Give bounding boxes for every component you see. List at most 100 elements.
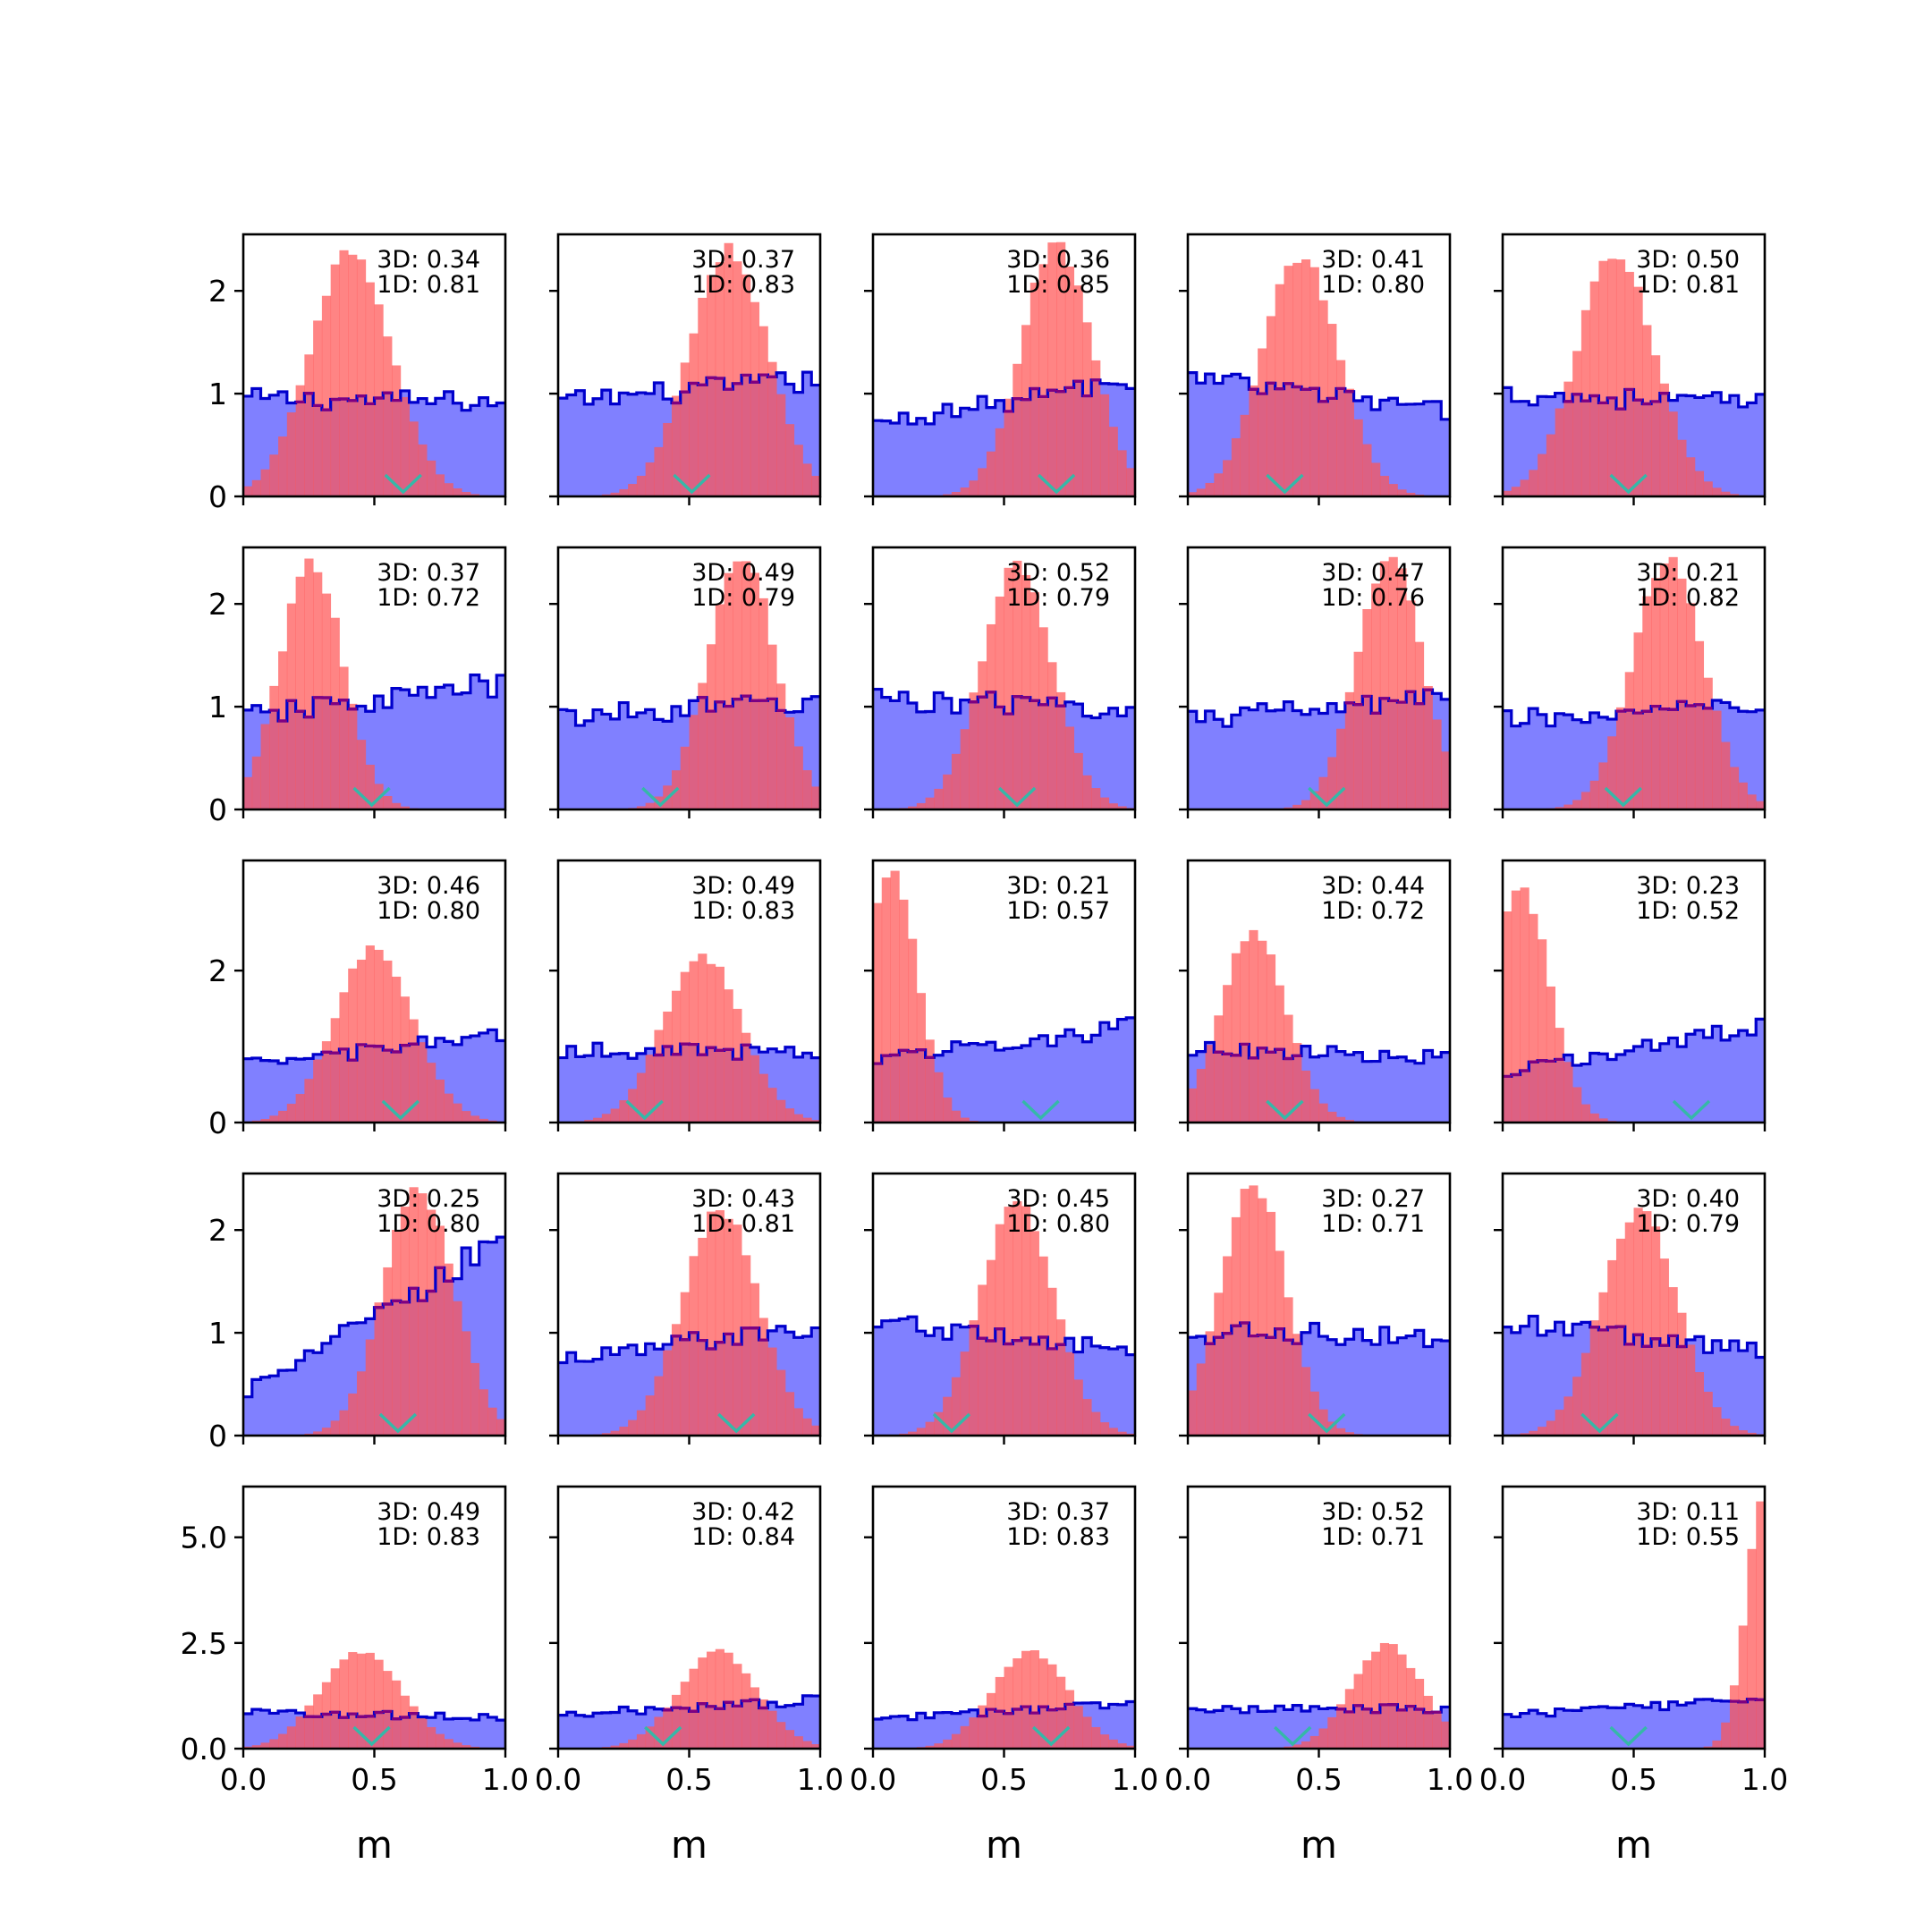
panel-plot-area [558, 1210, 820, 1436]
posterior-bar [1546, 434, 1555, 496]
uniform-bar [435, 687, 445, 809]
uniform-bar [1108, 1349, 1118, 1436]
panel-plot-area [243, 945, 505, 1123]
posterior-bar [1729, 767, 1740, 809]
uniform-bar [593, 1359, 603, 1436]
uniform-bar [1529, 1710, 1538, 1749]
annotation-3d: 3D: 0.40 [1636, 1185, 1740, 1213]
posterior-bar [663, 1011, 673, 1123]
posterior-bar [1038, 1658, 1048, 1749]
panel-plot-area [558, 242, 820, 496]
posterior-bar [365, 282, 375, 496]
uniform-bar [1503, 1326, 1513, 1436]
uniform-bar [802, 699, 812, 809]
posterior-bar [943, 1396, 953, 1436]
uniform-bar [628, 716, 638, 809]
uniform-bar [1091, 1702, 1101, 1749]
posterior-bar [1721, 741, 1731, 809]
uniform-bar [811, 1057, 820, 1123]
posterior-bar [1038, 1256, 1048, 1436]
posterior-bar [995, 428, 1004, 496]
uniform-bar [1511, 401, 1521, 496]
uniform-step-line [558, 1325, 820, 1365]
uniform-bar [1756, 394, 1765, 496]
posterior-bar [1030, 1650, 1039, 1749]
posterior-bar [1580, 792, 1591, 809]
uniform-bar [260, 1377, 270, 1436]
uniform-bar [1397, 404, 1407, 496]
posterior-bar [1677, 1312, 1687, 1436]
uniform-bar [566, 710, 576, 809]
overlap-step-line [1205, 1321, 1301, 1345]
posterior-bar [1721, 1419, 1731, 1436]
posterior-bar [1126, 1745, 1135, 1749]
uniform-bar [1563, 715, 1573, 809]
uniform-bar [286, 1058, 296, 1123]
posterior-bar [767, 1710, 777, 1749]
posterior-bar [1563, 381, 1573, 496]
uniform-bar [925, 1335, 935, 1436]
uniform-bar [1214, 383, 1224, 496]
posterior-bar [1196, 488, 1206, 496]
x-axis-title: m [356, 1823, 393, 1867]
posterior-bar [619, 488, 629, 496]
posterior-bar [251, 479, 261, 496]
posterior-bar [260, 1118, 270, 1123]
posterior-bar [1529, 470, 1538, 496]
posterior-bar [409, 421, 419, 496]
uniform-bar [1126, 707, 1135, 809]
posterior-bar [1056, 242, 1066, 496]
posterior-bar [1580, 1352, 1591, 1436]
uniform-bar [925, 423, 935, 496]
uniform-bar [916, 711, 926, 809]
posterior-bar [444, 1263, 453, 1436]
posterior-bar [1651, 578, 1661, 809]
posterior-bar [750, 1283, 760, 1436]
uniform-bar [1091, 717, 1101, 809]
annotation-3d: 3D: 0.11 [1636, 1498, 1740, 1526]
posterior-bar [427, 1063, 436, 1123]
uniform-bar [1214, 719, 1224, 809]
uniform-bar [1538, 1335, 1547, 1436]
uniform-bar [409, 695, 419, 809]
posterior-bar [636, 475, 647, 496]
uniform-bar [1108, 1029, 1118, 1123]
uniform-bar [453, 1718, 462, 1749]
uniform-bar [1371, 1344, 1381, 1436]
uniform-bar [1214, 1710, 1224, 1749]
posterior-bar [1546, 1420, 1555, 1436]
uniform-bar [1292, 710, 1302, 809]
posterior-bar [1703, 1391, 1713, 1436]
posterior-bar [671, 1324, 682, 1436]
posterior-bar [1091, 360, 1101, 496]
uniform-bar [943, 1339, 953, 1436]
uniform-bar [1651, 1702, 1661, 1749]
uniform-bar [313, 1352, 323, 1436]
posterior-bar [750, 572, 760, 809]
posterior-bar [1353, 651, 1363, 809]
uniform-bar [784, 1705, 795, 1749]
posterior-bar [1091, 1726, 1101, 1749]
uniform-bar [1668, 1038, 1678, 1123]
uniform-bar [1117, 1019, 1127, 1123]
posterior-bar [1099, 797, 1110, 809]
posterior-bar [1266, 316, 1276, 496]
uniform-bar [636, 1714, 647, 1749]
posterior-bar [409, 1019, 419, 1123]
uniform-bar [278, 1710, 288, 1749]
uniform-bar [636, 1354, 647, 1436]
posterior-bar [1336, 1428, 1346, 1436]
uniform-bar [934, 1327, 944, 1436]
posterior-bar [356, 740, 367, 809]
posterior-bar [339, 250, 349, 496]
uniform-bar [1301, 714, 1311, 809]
annotation-1d: 1D: 0.81 [691, 1210, 795, 1238]
overlap-step-line [269, 696, 357, 723]
uniform-bar [881, 1320, 891, 1436]
posterior-bar [1117, 1431, 1127, 1436]
posterior-bar [1677, 578, 1687, 809]
posterior-bar [1126, 468, 1135, 496]
posterior-bar [1686, 457, 1696, 496]
